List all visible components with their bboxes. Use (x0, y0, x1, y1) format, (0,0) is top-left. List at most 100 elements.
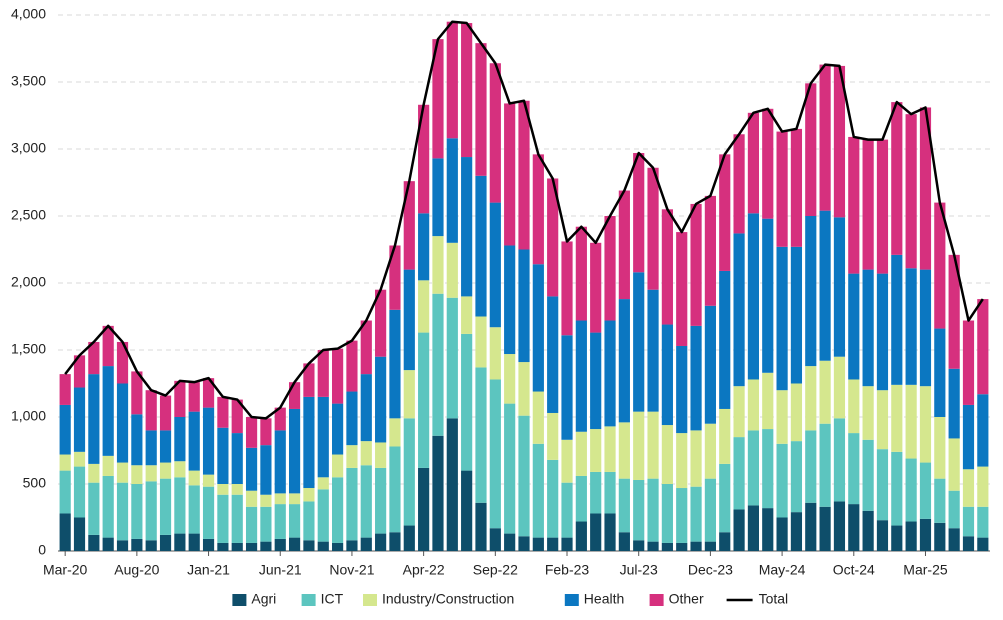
legend-label: Agri (251, 591, 276, 607)
bar-segment (905, 384, 917, 459)
bar-segment (145, 481, 157, 541)
bar-segment (633, 540, 645, 551)
bar-segment (102, 366, 114, 456)
bar-segment (360, 537, 372, 551)
bar-segment (762, 508, 774, 551)
bar-segment (145, 430, 157, 466)
bar-segment (403, 525, 415, 551)
bar-segment (561, 335, 573, 440)
bar-segment (245, 542, 258, 551)
bar-segment (274, 430, 286, 494)
bar-segment (891, 384, 903, 452)
bar-segment (360, 320, 372, 375)
bar-segment (633, 411, 645, 480)
x-tick-label: Jul-23 (620, 562, 658, 578)
bar-segment (575, 226, 587, 321)
bar-segment (647, 289, 659, 412)
bar-segment (661, 484, 673, 543)
bar-segment (618, 532, 630, 551)
bar-segment (274, 407, 286, 431)
bar-segment (647, 411, 659, 479)
bar-segment (504, 245, 516, 355)
bar-segment (848, 273, 860, 380)
bar-segment (303, 501, 315, 541)
bar-segment (547, 178, 559, 297)
bar-segment (116, 540, 129, 551)
bar-segment (604, 426, 616, 472)
bar-segment (547, 412, 559, 460)
bar-segment (131, 538, 143, 551)
bar-segment (676, 345, 688, 434)
bar-segment (647, 167, 659, 290)
bar-segment (131, 465, 143, 484)
bar-segment (332, 477, 344, 543)
bar-segment (116, 462, 129, 483)
x-tick-label: Dec-23 (688, 562, 733, 578)
bar-segment (690, 430, 702, 487)
bar-segment (719, 270, 731, 409)
bar-segment (805, 83, 817, 216)
bar-segment (876, 273, 889, 391)
bar-segment (288, 382, 301, 409)
bar-segment (618, 299, 630, 423)
bar-segment (116, 482, 129, 541)
bar-segment (245, 417, 258, 448)
bar-segment (375, 356, 387, 443)
bar-segment (518, 362, 530, 416)
bar-segment (174, 380, 186, 417)
bar-segment (202, 474, 215, 487)
bar-segment (403, 418, 415, 526)
total-line (64, 20, 984, 420)
bar-segment (159, 462, 172, 479)
bar-segment (475, 316, 487, 368)
bar-segment (432, 236, 444, 294)
y-tick-label: 1,500 (11, 341, 46, 357)
bar-segment (676, 433, 688, 489)
bar-segment (762, 218, 774, 373)
bar-segment (948, 368, 960, 439)
legend-label: Total (759, 591, 789, 607)
y-tick-label: 1,000 (11, 408, 46, 424)
bar-segment (862, 386, 874, 440)
bar-segment (73, 466, 86, 518)
bar-segment (88, 482, 100, 535)
bar-segment (704, 305, 716, 424)
bar-segment (934, 417, 946, 479)
bar-segment (547, 459, 559, 538)
bar-segment (418, 332, 430, 468)
bar-segment (332, 403, 344, 455)
bar-segment (977, 506, 989, 538)
bar-segment (833, 418, 846, 502)
bar-segment (303, 363, 315, 397)
bar-segment (948, 438, 960, 491)
legend-swatch (564, 594, 579, 606)
bar-segment (618, 478, 630, 533)
bar-segment (747, 379, 760, 431)
bar-segment (188, 411, 200, 471)
legend-swatch (301, 594, 316, 606)
bar-segment (733, 134, 745, 234)
bar-segment (833, 501, 846, 551)
bar-segment (962, 469, 975, 507)
bar-segment (762, 429, 774, 509)
x-tick-label: Mar-20 (43, 562, 88, 578)
bar-segment (547, 296, 559, 413)
bar-segment (747, 430, 760, 506)
bar-segment (776, 443, 788, 518)
bar-segment (475, 175, 487, 317)
bar-segment (145, 390, 157, 431)
bar-segment (848, 136, 860, 274)
bar-segment (418, 467, 430, 551)
bar-segment (274, 493, 286, 505)
bar-segment (317, 396, 329, 478)
bar-segment (633, 153, 645, 273)
bar-segment (618, 190, 630, 300)
bar-segment (446, 297, 458, 419)
bar-segment (131, 371, 143, 415)
bar-segment (876, 449, 889, 521)
bar-segment (790, 441, 803, 513)
bar-segment (446, 21, 458, 139)
bar-segment (934, 522, 946, 551)
bar-segment (88, 341, 100, 375)
bar-segment (661, 209, 673, 325)
